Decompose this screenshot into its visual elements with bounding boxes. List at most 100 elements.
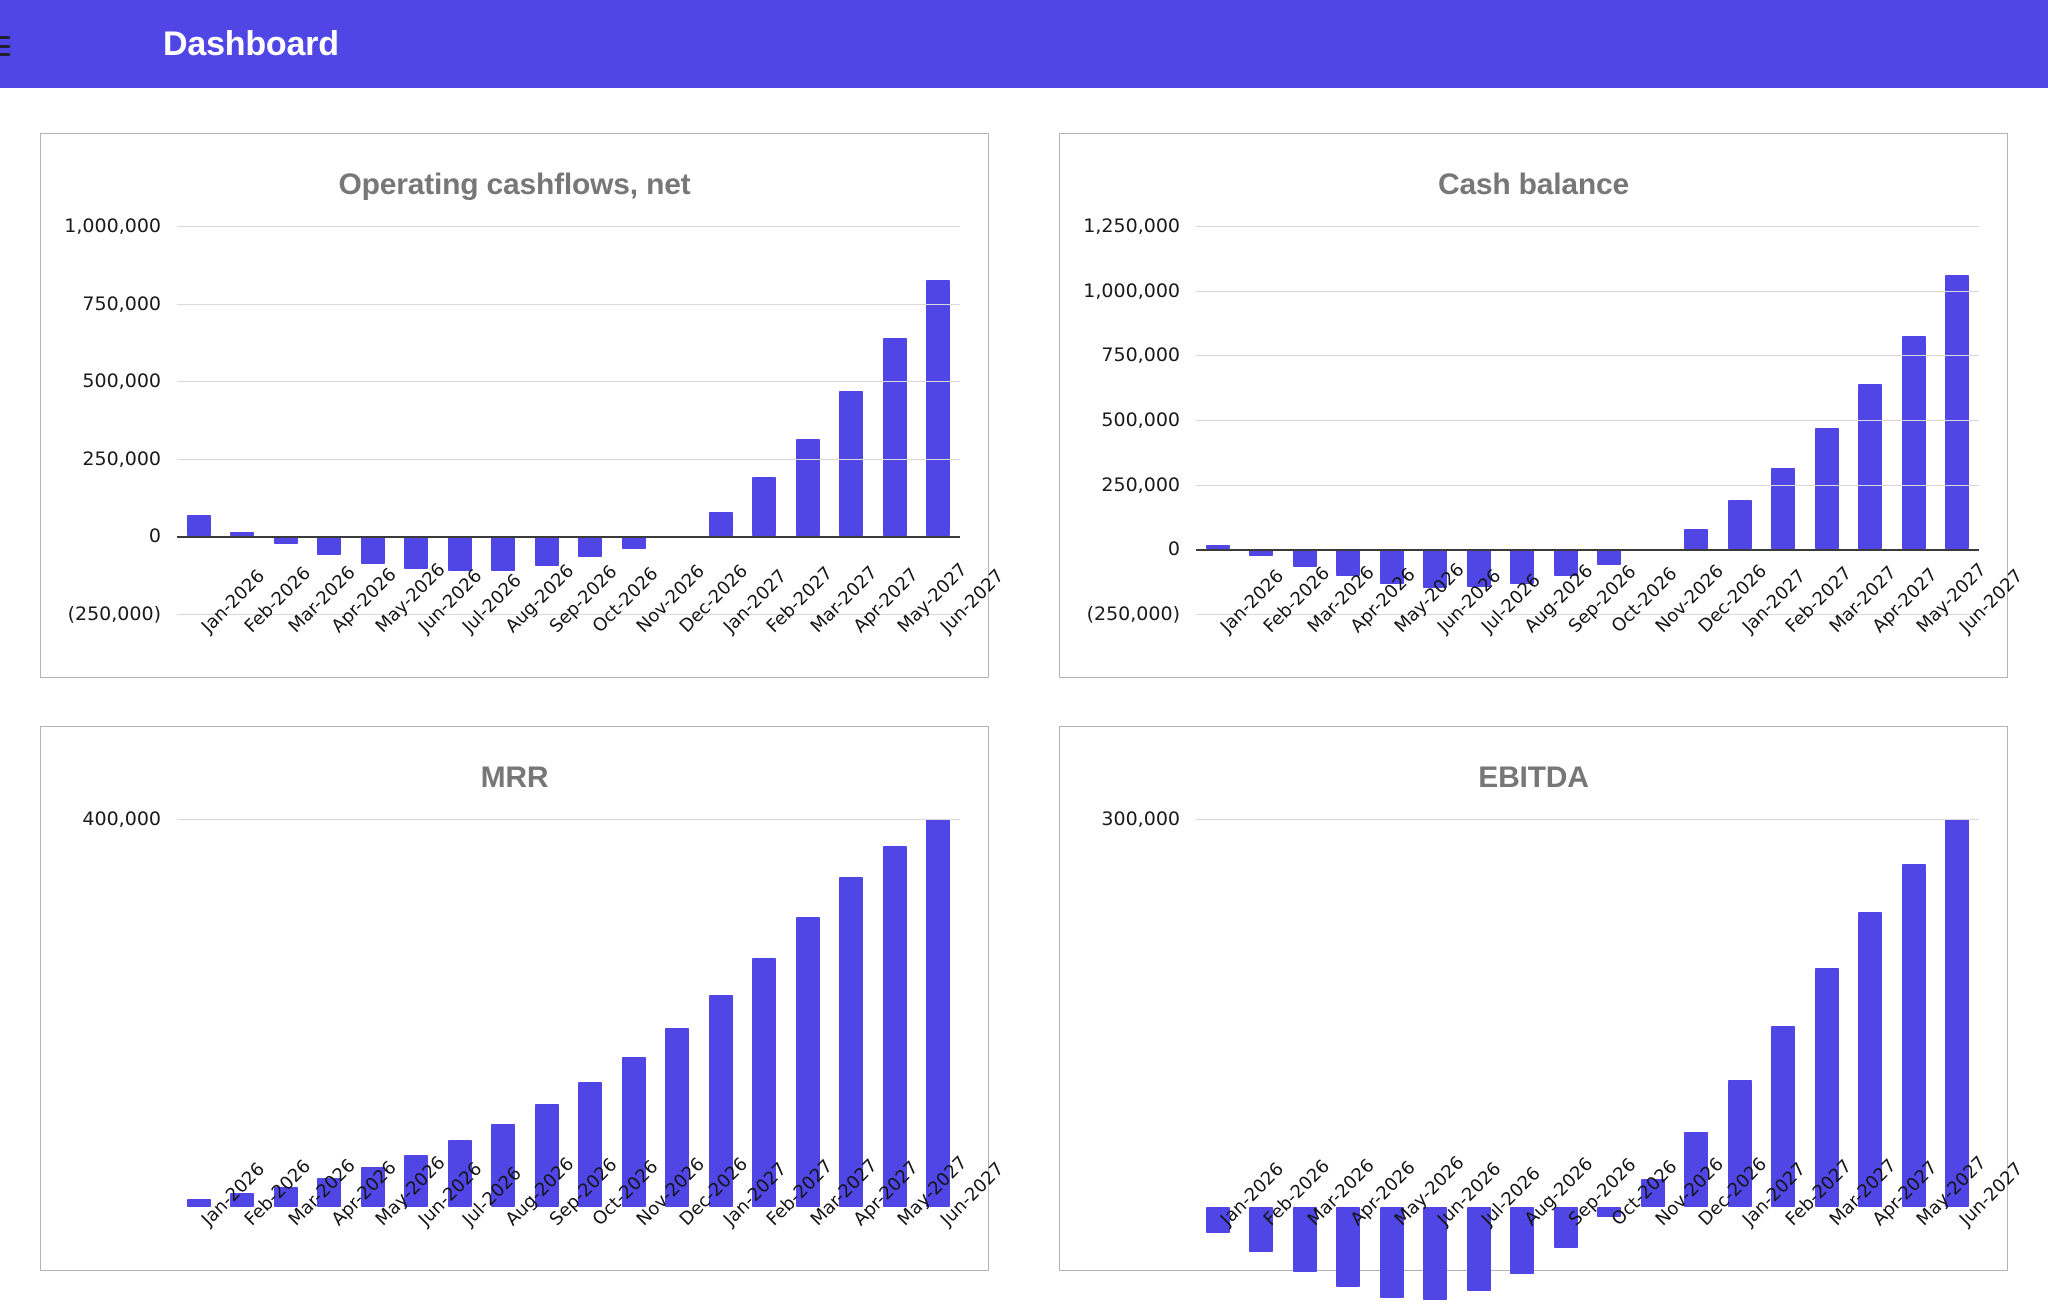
- bar-slot: [1414, 226, 1458, 614]
- bar-slot: [1588, 819, 1632, 1218]
- bar-slot: [264, 226, 308, 614]
- chart-card-ebitda[interactable]: EBITDA 300,000 Jan-2026 Feb-2026 Mar-2026 A…: [1059, 726, 2028, 1301]
- bar-slot: [1327, 226, 1371, 614]
- y-axis-tick-label: 0: [1167, 538, 1180, 561]
- bar[interactable]: [1379, 549, 1404, 585]
- bar[interactable]: [752, 477, 777, 537]
- bar[interactable]: [1858, 383, 1883, 550]
- y-axis-tick-label: (250,000): [1086, 603, 1180, 625]
- bar[interactable]: [273, 536, 298, 545]
- plot-grid: [177, 226, 960, 615]
- bar-slot: [1283, 819, 1327, 1272]
- bar-slot: [612, 819, 656, 1207]
- bar[interactable]: [839, 390, 864, 537]
- y-axis-tick-label: 1,250,000: [1083, 215, 1180, 237]
- bar-series: [177, 819, 960, 1207]
- bar-slot: [1544, 819, 1588, 1249]
- bar-slot: [482, 226, 526, 614]
- bar[interactable]: [230, 531, 255, 537]
- bar[interactable]: [926, 280, 951, 537]
- x-axis: Jan-2026 Feb-2026 Mar-2026 Apr-2026 May-2026…: [1196, 559, 2027, 714]
- hamburger-menu-icon[interactable]: [0, 36, 10, 56]
- dashboard-grid: Operating cashflows, net 1,000,000 750,00…: [0, 88, 2048, 1301]
- bar[interactable]: [534, 536, 559, 566]
- bar-series: [177, 226, 960, 614]
- bar[interactable]: [1727, 500, 1752, 550]
- bar-slot: [1240, 819, 1284, 1253]
- gridline: [1196, 484, 1979, 486]
- y-axis: 300,000: [1084, 808, 1192, 1207]
- y-axis-tick-label: 250,000: [1101, 473, 1180, 496]
- chart-card-operating-cashflows-net[interactable]: Operating cashflows, net 1,000,000 750,00…: [40, 133, 1009, 678]
- menu-bar-3: [0, 53, 10, 56]
- bar-slot: [525, 226, 569, 614]
- bar[interactable]: [1945, 275, 1970, 550]
- chart-card-mrr[interactable]: MRR 400,000 Jan-2026 Feb-2026 Mar-2026 Apr-…: [40, 726, 1009, 1271]
- bar[interactable]: [1684, 528, 1709, 550]
- bar-slot: [1675, 226, 1719, 614]
- bar[interactable]: [1553, 549, 1578, 577]
- x-axis: Jan-2026 Feb-2026 Mar-2026 Apr-2026 May-2026…: [1196, 1152, 2027, 1307]
- plot-grid: [1196, 819, 1979, 1301]
- bar[interactable]: [1945, 819, 1970, 1207]
- bar[interactable]: [795, 438, 820, 537]
- bar[interactable]: [621, 536, 646, 549]
- bar-slot: [1370, 819, 1414, 1298]
- bar[interactable]: [1901, 864, 1926, 1207]
- bar-slot: [1849, 226, 1893, 614]
- bar-slot: [351, 226, 395, 614]
- gridline: [1196, 420, 1979, 421]
- bar[interactable]: [1466, 549, 1491, 587]
- y-axis-tick-label: 1,000,000: [1083, 279, 1180, 302]
- bar[interactable]: [1249, 549, 1274, 556]
- bar[interactable]: [1510, 549, 1535, 585]
- bar[interactable]: [926, 819, 951, 1207]
- bar-slot: [699, 226, 743, 614]
- bar-slot: [308, 819, 352, 1207]
- bar[interactable]: [404, 536, 429, 569]
- bar[interactable]: [1336, 549, 1361, 577]
- bar-slot: [1327, 819, 1371, 1288]
- bar[interactable]: [1901, 335, 1926, 550]
- bar[interactable]: [360, 536, 385, 565]
- bar[interactable]: [1205, 545, 1230, 550]
- bar[interactable]: [1597, 549, 1622, 565]
- bar-slot: [438, 226, 482, 614]
- bar-slot: [395, 819, 439, 1207]
- chart-title: Operating cashflows, net: [338, 168, 691, 201]
- y-axis-tick-label: 500,000: [1101, 409, 1180, 431]
- bar[interactable]: [708, 511, 733, 537]
- bar[interactable]: [1814, 427, 1839, 550]
- bar-slot: [786, 226, 830, 614]
- bar[interactable]: [1771, 467, 1796, 550]
- bar-slot: [1805, 226, 1849, 614]
- chart-card-cash-balance[interactable]: Cash balance 1,250,000 1,000,000 750,000 50…: [1059, 133, 2028, 678]
- y-axis-tick-label: 500,000: [82, 370, 161, 393]
- gridline: [177, 458, 960, 460]
- bar-slot: [1457, 226, 1501, 614]
- bar[interactable]: [882, 846, 907, 1207]
- bar-slot: [351, 819, 395, 1207]
- plot-grid: [177, 819, 960, 1207]
- gridline: [1196, 819, 1979, 820]
- bar-slot: [1370, 226, 1414, 614]
- bar[interactable]: [1292, 549, 1317, 568]
- y-axis: 400,000: [65, 808, 173, 1207]
- bar-slot: [395, 226, 439, 614]
- bar[interactable]: [491, 536, 516, 571]
- bar[interactable]: [1423, 549, 1448, 589]
- y-axis-tick-label: 250,000: [82, 447, 161, 470]
- bar[interactable]: [317, 536, 342, 555]
- bar-slot: [525, 819, 569, 1207]
- page-title: Dashboard: [163, 24, 339, 63]
- bar[interactable]: [447, 536, 472, 571]
- bar-slot: [1414, 819, 1458, 1301]
- bar[interactable]: [578, 536, 603, 557]
- bar-slot: [1501, 819, 1545, 1275]
- bar-slot: [1196, 819, 1240, 1233]
- bar[interactable]: [839, 877, 864, 1207]
- gridline: [177, 819, 960, 820]
- bar[interactable]: [186, 514, 211, 537]
- zero-line: [177, 536, 960, 538]
- bar[interactable]: [882, 337, 907, 537]
